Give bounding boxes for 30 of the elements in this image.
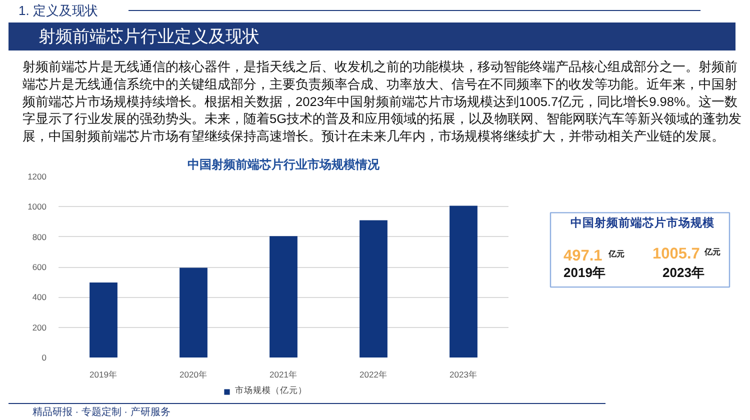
y-tick-label: 200 (32, 322, 47, 332)
bar (90, 282, 118, 358)
bar (270, 236, 298, 358)
text: 亿元 (704, 247, 720, 256)
text: 2023年 (662, 264, 704, 280)
text: 精品研报 · 专题定制 · 产研服务 (32, 406, 170, 418)
bar (360, 220, 388, 358)
y-tick-label: 800 (32, 232, 47, 242)
text: 中国射频前端芯片市场规模 (570, 215, 714, 230)
x-tick-label: 2021年 (270, 370, 298, 380)
x-tick-label: 2023年 (450, 370, 478, 380)
x-tick-label: 2020年 (180, 370, 208, 380)
bar (450, 206, 478, 358)
text: 2019年 (564, 264, 606, 280)
y-tick-label: 1200 (28, 172, 47, 182)
text: 1. 定义及现状 (18, 3, 98, 18)
text: 1005.7 (652, 245, 700, 262)
x-tick-label: 2019年 (90, 370, 118, 380)
chart-title: 中国射频前端芯片行业市场规模情况 (188, 158, 380, 172)
text: 射频前端芯片行业定义及现状 (38, 27, 260, 46)
y-tick-label: 400 (32, 292, 47, 302)
x-tick-label: 2022年 (360, 370, 388, 380)
y-tick-label: 1000 (28, 202, 47, 212)
bar (180, 268, 208, 358)
text: 497.1 (564, 247, 603, 264)
legend-label: 市场规模（亿元） (235, 385, 307, 397)
y-tick-label: 0 (42, 352, 47, 362)
y-tick-label: 600 (32, 262, 47, 272)
text: 射频前端芯片是无线通信的核心器件，是指天线之后、收发机之前的功能模块，移动智能终端产品核心组成部分之一。射频前端芯片是无线通信系统中的关键组成部分，主要负责频率合成、功率放大、信号在不同频率下的收发等功能。近年来，中国射频前端芯片市场规模持续增长。根据相关数据，2023年中国射频前端芯片市场规模达到1005.7亿元，同比增长9.98%。这一数字显示了行业发展的强劲势头。未来，随着5G技术的普及和应用领域的拓展，以及物联网、智能网联汽车等新兴领域的蓬勃发展，中国射频前端芯片市场有望继续保持高速增长。预计在未来几年内，市场规模将继续扩大，并带动相关产业链的发展。 (22, 59, 742, 144)
text: 亿元 (608, 249, 624, 258)
